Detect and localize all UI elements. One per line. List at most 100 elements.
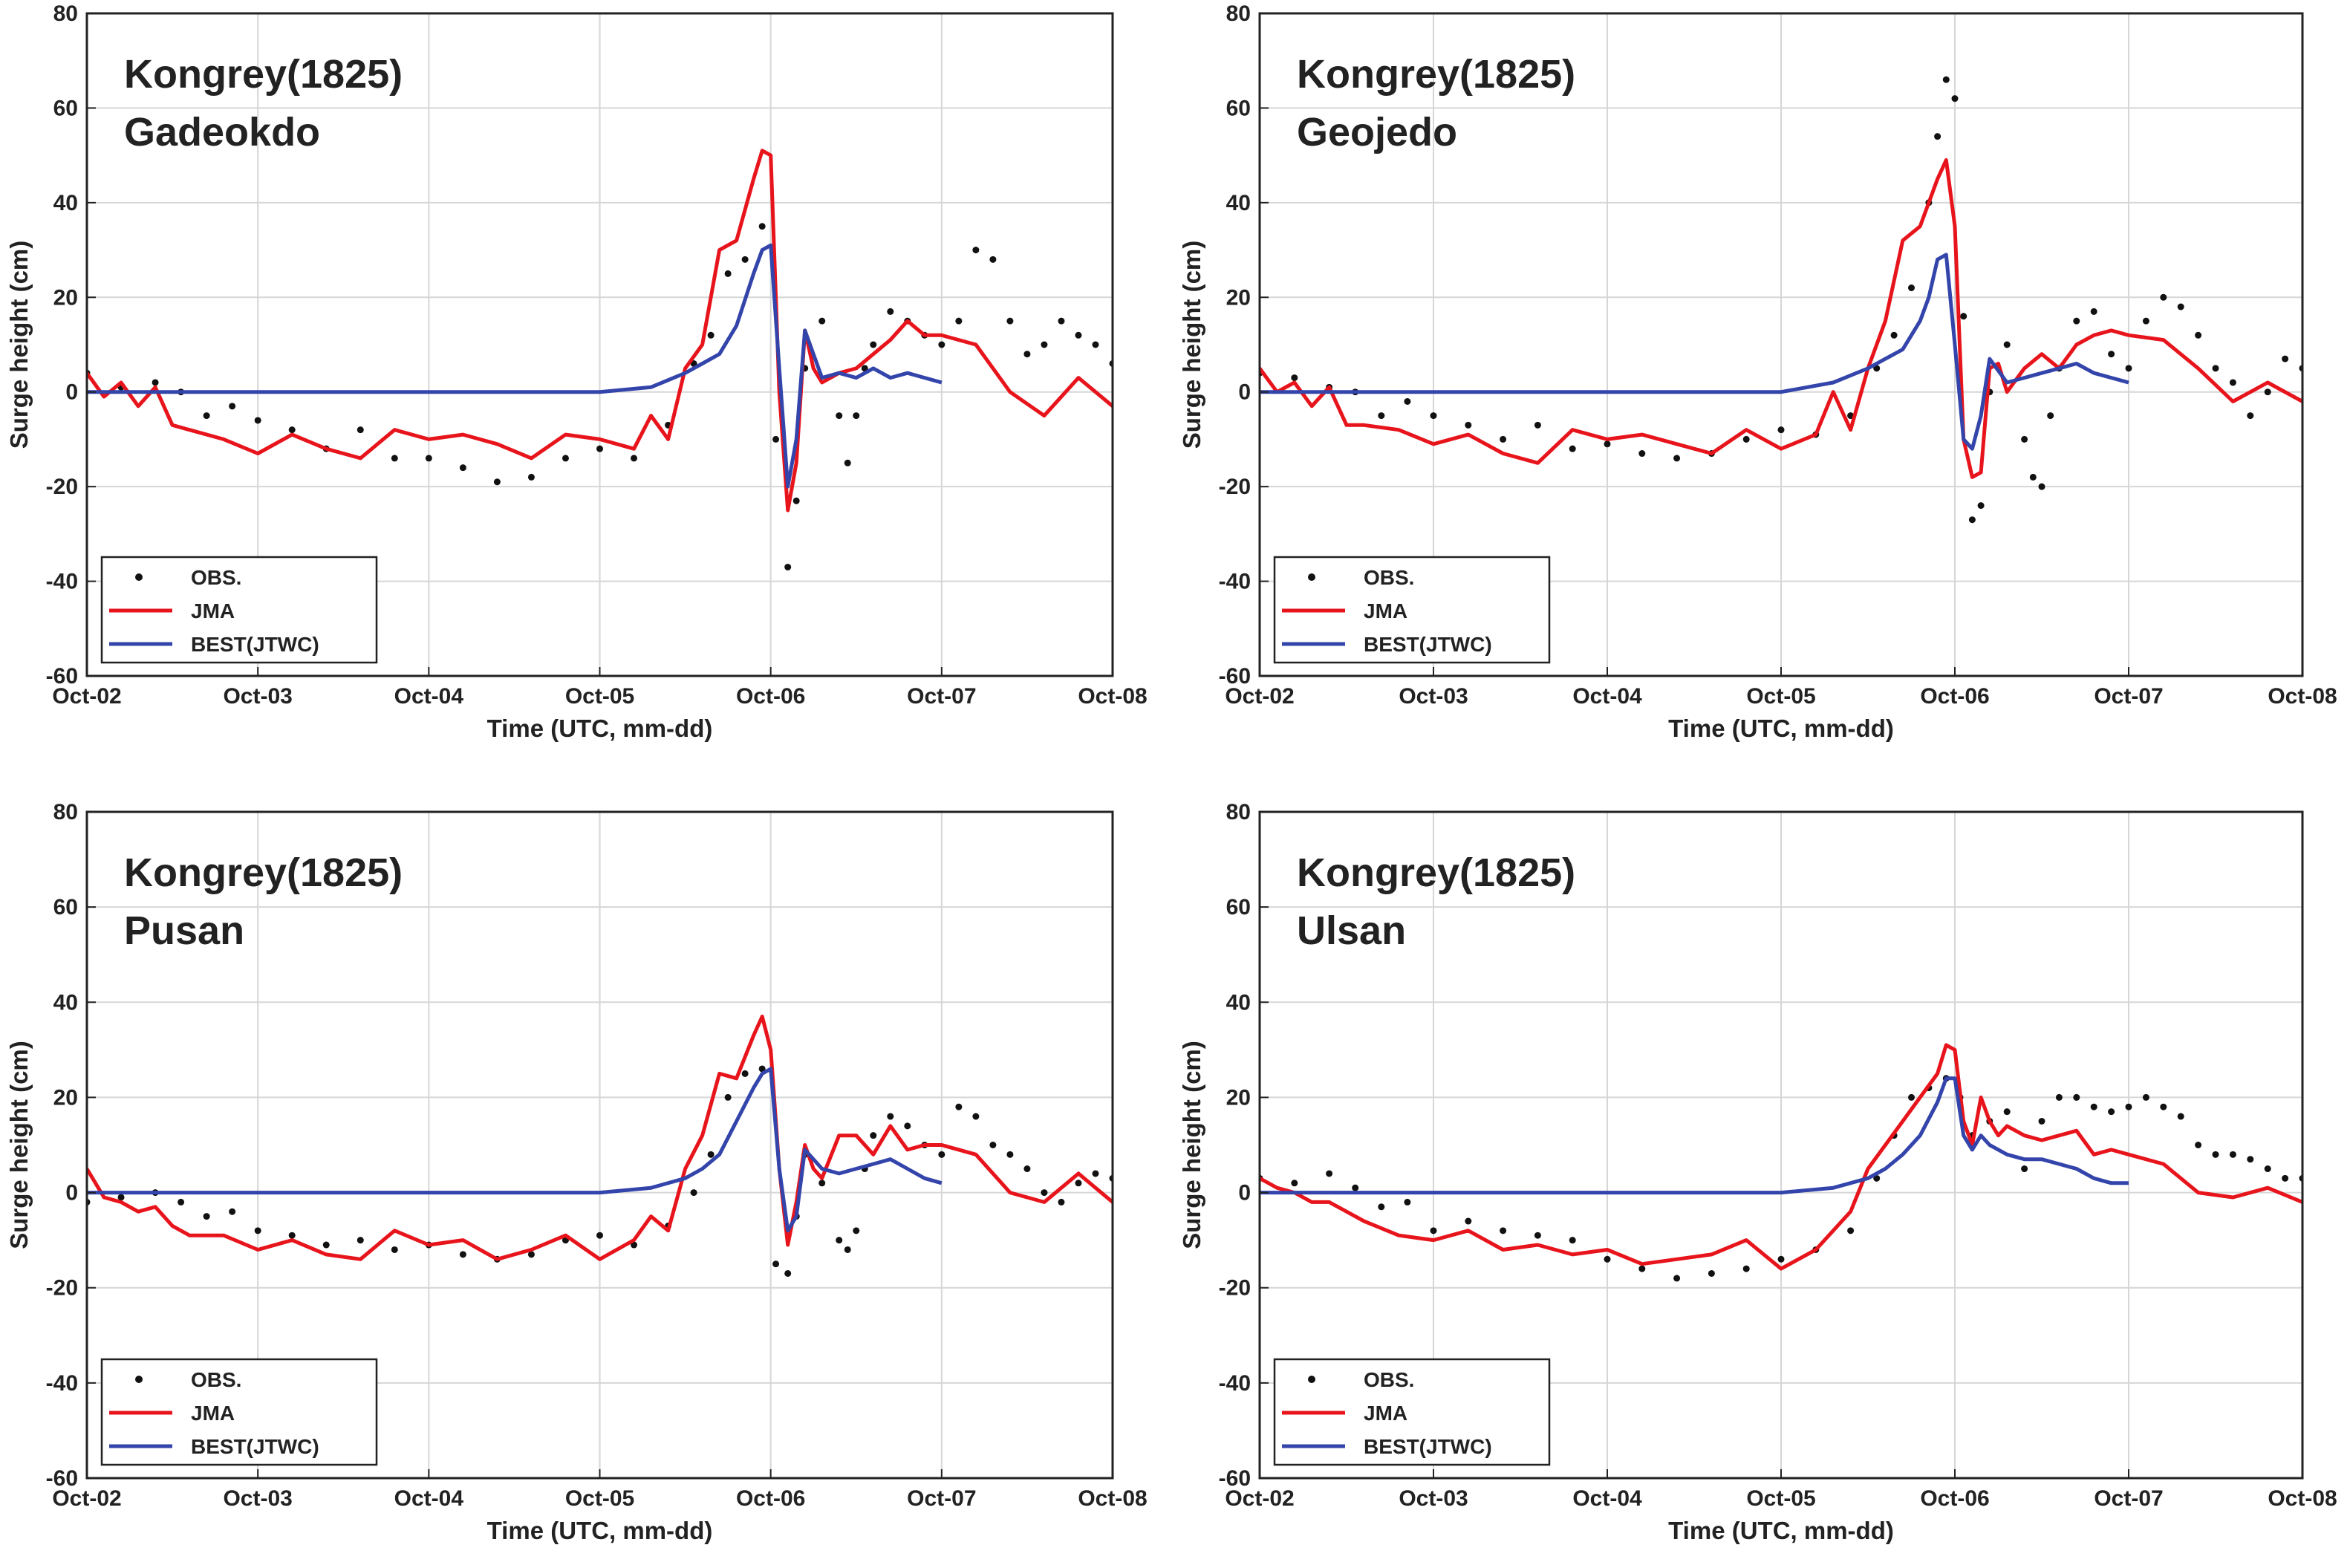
y-tick-label: 20 <box>53 1085 78 1110</box>
y-tick-label: 80 <box>1226 1 1251 26</box>
obs-point <box>2212 1151 2219 1158</box>
obs-point <box>1604 1255 1611 1263</box>
obs-point <box>853 412 860 420</box>
obs-point <box>2282 1174 2289 1182</box>
legend-obs-marker <box>1308 573 1315 581</box>
obs-point <box>2195 1142 2202 1148</box>
obs-point <box>1873 365 1881 372</box>
obs-point <box>2003 341 2011 348</box>
obs-point <box>1404 1198 1411 1206</box>
obs-point <box>972 247 980 254</box>
obs-point <box>254 417 261 424</box>
obs-point <box>1777 426 1785 434</box>
obs-point <box>1534 421 1541 429</box>
y-tick-label: 20 <box>1226 285 1251 310</box>
obs-point <box>938 341 945 348</box>
obs-point <box>1873 1174 1881 1182</box>
x-tick-label: Oct-04 <box>394 1486 464 1511</box>
obs-point <box>2029 473 2037 481</box>
obs-point <box>818 317 826 325</box>
y-axis-label: Surge height (cm) <box>1178 241 1205 449</box>
obs-point <box>2177 303 2184 310</box>
y-tick-label: 0 <box>1238 1181 1251 1206</box>
obs-point <box>1742 435 1750 443</box>
obs-point <box>1023 1165 1031 1173</box>
series-line-jma <box>1260 158 2302 479</box>
obs-point <box>1023 351 1031 358</box>
obs-point <box>870 1132 877 1139</box>
obs-point <box>1404 397 1411 405</box>
obs-point <box>1890 331 1898 339</box>
obs-point <box>1500 435 1507 443</box>
x-tick-label: Oct-04 <box>394 684 464 709</box>
obs-point <box>1951 95 1959 103</box>
x-tick-label: Oct-02 <box>52 1486 121 1511</box>
obs-point <box>887 1113 894 1120</box>
obs-point <box>1465 421 1472 429</box>
obs-point <box>1430 412 1437 420</box>
x-tick-label: Oct-04 <box>1572 684 1642 709</box>
x-tick-label: Oct-05 <box>1746 1486 1815 1511</box>
legend-label: JMA <box>191 1402 235 1425</box>
series-line-bestjtwc <box>87 1067 943 1233</box>
obs-point <box>596 445 603 452</box>
panel-title: Kongrey(1825) <box>1297 850 1575 895</box>
obs-point <box>1006 317 1014 325</box>
series-line-jma <box>87 149 1113 513</box>
obs-point <box>2142 317 2149 325</box>
y-tick-label: 40 <box>53 990 78 1015</box>
x-tick-label: Oct-02 <box>52 684 121 709</box>
x-tick-label: Oct-02 <box>1225 1486 1294 1511</box>
y-tick-label: 20 <box>1226 1085 1251 1110</box>
obs-point <box>254 1227 261 1234</box>
obs-point <box>1041 341 1048 348</box>
x-tick-label: Oct-06 <box>736 1486 805 1511</box>
legend-label: OBS. <box>1364 1368 1414 1391</box>
obs-point <box>989 1142 997 1148</box>
obs-point <box>1058 1198 1065 1206</box>
obs-point <box>938 1151 945 1158</box>
y-tick-label: 80 <box>53 1 78 26</box>
y-tick-label: 60 <box>53 96 78 120</box>
y-tick-label: -20 <box>1219 1276 1251 1301</box>
obs-point <box>2160 1103 2167 1110</box>
y-tick-label: -60 <box>1219 664 1251 689</box>
obs-point <box>784 1269 792 1277</box>
obs-point <box>836 1237 843 1244</box>
obs-point <box>178 1198 185 1206</box>
obs-point <box>1742 1265 1750 1272</box>
x-tick-label: Oct-03 <box>1399 684 1468 709</box>
chart-panel-geojedo: Oct-02 Oct-03 Oct-04 Oct-05 Oct-06 Oct-07 Oct-… <box>1178 1 2337 742</box>
legend: OBS. JMA BEST(JTWC) <box>1273 556 1551 664</box>
obs-point <box>844 459 851 466</box>
obs-point <box>2073 1093 2080 1101</box>
obs-point <box>1041 1189 1048 1197</box>
obs-point <box>322 1241 330 1249</box>
obs-point <box>1908 1093 1915 1101</box>
y-axis-label: Surge height (cm) <box>5 241 33 449</box>
obs-point <box>2073 317 2080 325</box>
x-tick-label: Oct-02 <box>1225 684 1294 709</box>
legend-label: OBS. <box>191 1368 241 1391</box>
y-tick-label: 60 <box>1226 895 1251 920</box>
obs-point <box>203 412 210 420</box>
obs-point <box>2247 1156 2254 1163</box>
series-line-jma <box>1260 1043 2302 1271</box>
obs-point <box>527 473 535 481</box>
obs-point <box>2195 331 2202 339</box>
obs-point <box>631 1241 638 1249</box>
legend-label: OBS. <box>191 566 241 589</box>
obs-point <box>459 464 466 472</box>
y-tick-label: -40 <box>46 570 78 594</box>
obs-point <box>1708 1269 1715 1277</box>
legend-obs-marker <box>1308 1376 1315 1383</box>
y-tick-label: -60 <box>46 1466 78 1491</box>
x-tick-label: Oct-08 <box>1078 684 1147 709</box>
obs-point <box>2229 379 2236 386</box>
obs-point <box>707 331 715 339</box>
x-tick-label: Oct-03 <box>1399 1486 1468 1511</box>
obs-point <box>1430 1227 1437 1234</box>
series-line-bestjtwc <box>1260 1076 2129 1195</box>
y-tick-label: -20 <box>46 475 78 499</box>
